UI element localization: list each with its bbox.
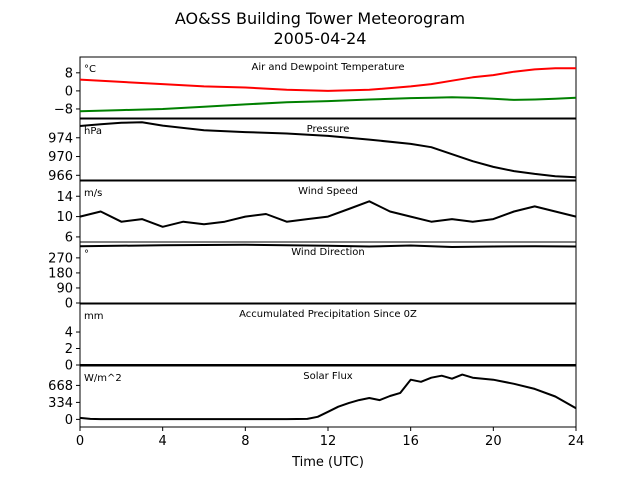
- panel-frame: [79, 56, 577, 119]
- panel: 14 10 6 m/s Wind Speed: [56, 180, 577, 245]
- x-tick-label: 24: [568, 434, 585, 449]
- panel-frame: [79, 118, 577, 181]
- panel-title: Wind Speed: [298, 186, 358, 197]
- y-tick-label: 270: [48, 251, 73, 266]
- y-tick-label: 90: [56, 281, 73, 296]
- y-tick-label: 668: [48, 379, 73, 394]
- panel-title: Pressure: [307, 124, 350, 135]
- x-tick-label: 4: [159, 434, 167, 449]
- y-tick-label: 14: [56, 190, 73, 205]
- panel: 974 970 966 hPa Pressure: [48, 118, 577, 184]
- panel: 668 334 0 W/m^2 Solar Flux: [48, 365, 577, 428]
- y-tick-label: 966: [48, 169, 73, 184]
- y-tick-label: 970: [48, 150, 73, 165]
- figure-title: AO&SS Building Tower Meteorogram: [175, 9, 465, 28]
- figure-subtitle: 2005-04-24: [274, 29, 367, 48]
- panel-unit-label: hPa: [84, 126, 102, 137]
- panel-unit-label: m/s: [84, 188, 102, 199]
- panels: 8 0 −8 °C Air and Dewpoint Temperature 974 970…: [48, 56, 577, 428]
- y-tick-label: 0: [65, 359, 73, 374]
- x-axis: 0 4 8 12 16 20 24: [76, 427, 584, 449]
- wind_direction-line: [79, 243, 577, 248]
- y-tick-label: 974: [48, 131, 73, 146]
- panel-unit-label: °C: [84, 64, 96, 75]
- x-tick-label: 12: [320, 434, 337, 449]
- solar_flux-line: [79, 373, 577, 421]
- y-tick-label: 180: [48, 266, 73, 281]
- panel-title: Wind Direction: [291, 247, 365, 258]
- y-tick-label: 6: [65, 230, 73, 245]
- panel-title: Solar Flux: [303, 371, 353, 382]
- panel: 42 0 mm Accumulated Precipitation Since 0Z: [65, 303, 577, 374]
- y-tick-label: 0: [65, 413, 73, 428]
- dewpoint-line: [79, 96, 577, 113]
- x-tick-label: 16: [402, 434, 419, 449]
- temperature-line: [79, 67, 576, 92]
- panel: 8 0 −8 °C Air and Dewpoint Temperature: [54, 56, 577, 119]
- y-tick-label: 334: [48, 396, 73, 411]
- pressure-line: [79, 121, 577, 179]
- panel-unit-label: mm: [84, 311, 103, 322]
- x-tick-label: 8: [241, 434, 249, 449]
- panel-unit-label: °: [84, 249, 89, 260]
- panel-title: Air and Dewpoint Temperature: [252, 62, 405, 73]
- x-tick-label: 0: [76, 434, 84, 449]
- y-tick-label: 0: [65, 84, 73, 99]
- y-tick-label: −8: [54, 102, 73, 117]
- y-tick-label: 8: [65, 66, 73, 81]
- y-tick-label: 2: [65, 342, 73, 357]
- y-tick-label: 4: [65, 326, 73, 341]
- panel-unit-label: W/m^2: [84, 373, 122, 384]
- x-axis-label: Time (UTC): [291, 455, 364, 470]
- x-tick-label: 20: [485, 434, 502, 449]
- y-tick-label: 10: [56, 210, 73, 225]
- panel-title: Accumulated Precipitation Since 0Z: [239, 309, 417, 320]
- wind_speed-line: [79, 200, 577, 228]
- y-tick-label: 0: [65, 297, 73, 312]
